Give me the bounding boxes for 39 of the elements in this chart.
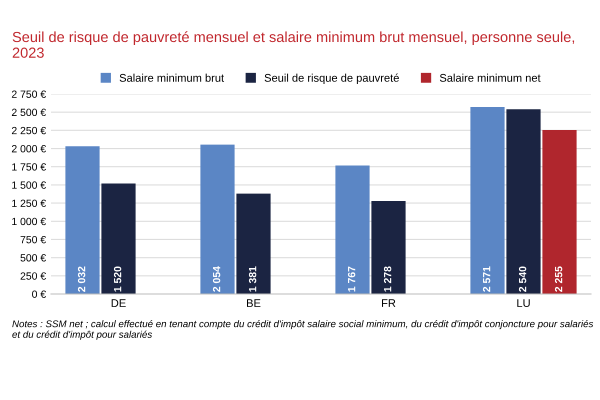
y-tick-label: 1 750 €: [12, 163, 46, 171]
data-label: 2 540: [518, 266, 526, 292]
y-tick-label: 2 500 €: [12, 108, 46, 116]
bar: [65, 146, 100, 294]
data-label: 2 054: [212, 266, 220, 292]
bar: [236, 194, 271, 294]
legend-label: Salaire minimum brut: [120, 74, 224, 82]
y-tick-label: 2 750 €: [12, 90, 46, 98]
y-tick-label: 1 250 €: [12, 200, 46, 207]
bar: [371, 201, 406, 294]
y-tick-label: 750 €: [20, 236, 46, 244]
data-label: 1 767: [348, 266, 356, 292]
y-tick-label: 2 250 €: [12, 126, 46, 134]
y-tick-label: 1 000 €: [12, 218, 46, 226]
data-label: 1 278: [384, 266, 392, 292]
bar: [335, 165, 370, 294]
y-tick-label: 1 500 €: [12, 181, 46, 189]
y-tick-label: 2 000 €: [12, 145, 46, 152]
data-label: 2 571: [482, 266, 490, 292]
x-tick-label: DE: [112, 299, 126, 307]
data-label: 2 255: [554, 266, 562, 292]
x-tick-label: BE: [247, 299, 260, 307]
x-tick-label: FR: [382, 299, 396, 307]
x-tick-label: LU: [517, 299, 530, 308]
legend-label: Salaire minimum net: [440, 74, 541, 82]
bar: [506, 109, 541, 294]
bar: [101, 183, 136, 294]
bar: [200, 144, 235, 294]
data-label: 2 032: [78, 266, 86, 292]
data-label: 1 520: [114, 266, 122, 292]
legend-label: Seuil de risque de pauvreté: [264, 74, 399, 84]
bar: [542, 130, 577, 294]
y-tick-label: 500 €: [20, 254, 46, 262]
text: Notes : SSM net ; calcul effectué en tenant compte du crédit d'impôt salaire social minimum, du crédit d'impôt conjoncture pour salariés et du crédit d'impôt pour salariés: [12, 320, 594, 340]
chart-title: Seuil de risque de pauvreté mensuel et salaire minimum brut mensuel, personne seule, 2023: [12, 31, 574, 58]
bar: [470, 107, 505, 294]
y-tick-label: 0 €: [32, 290, 46, 298]
data-label: 1 381: [248, 266, 256, 292]
y-tick-label: 250 €: [20, 272, 46, 280]
